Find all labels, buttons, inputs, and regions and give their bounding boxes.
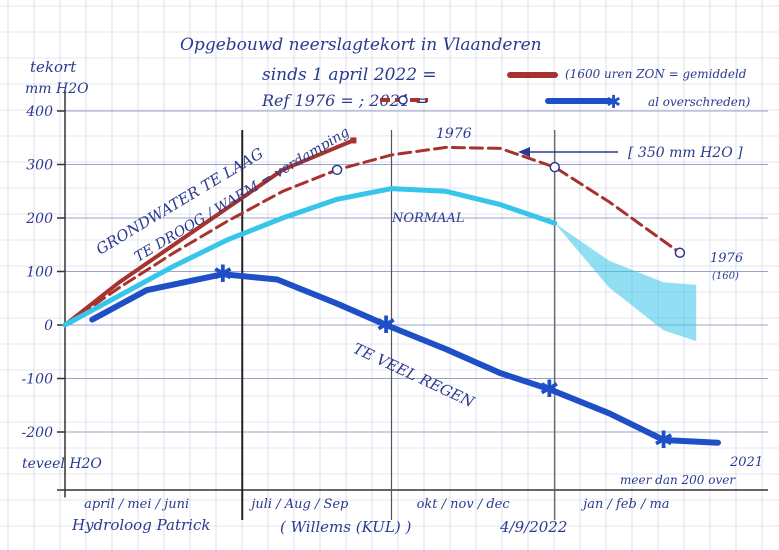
marker-1976-circle	[331, 164, 343, 176]
chart-labels: -200 -100 0 100 200 300 400 april / mei / juni j…	[22, 104, 670, 512]
legend-1976-marker	[398, 95, 408, 105]
label-meer-dan: meer dan 200 over	[620, 473, 736, 487]
y-tick-label: 0	[44, 318, 53, 334]
y-tick-label: 200	[25, 211, 53, 227]
author-line-2: ( Willems (KUL) )	[280, 518, 411, 536]
marker-2021-star: ✱	[539, 375, 559, 403]
marker-2022-end	[350, 137, 357, 144]
axes	[57, 90, 768, 520]
date-label: 4/9/2022	[499, 518, 567, 536]
label-1976-end-sub: (160)	[712, 271, 739, 282]
label-teveel: teveel H2O	[22, 456, 102, 472]
chart-subtitle: sinds 1 april 2022 =	[262, 65, 437, 85]
arrow-350-label: [ 350 mm H2O ]	[628, 145, 743, 161]
y-tick-label: 400	[25, 104, 53, 120]
y-tick-label: 100	[26, 265, 53, 281]
label-1976-top: 1976	[436, 126, 472, 142]
author-line-1: Hydroloog Patrick	[71, 516, 210, 534]
legend-ref-text: Ref 1976 = ; 2021 =	[261, 91, 429, 110]
normaal-spread-band	[554, 223, 697, 342]
series-line-2022	[63, 138, 356, 327]
legend-2021-star: ✱	[606, 92, 621, 113]
y-tick-label: -100	[22, 372, 54, 388]
series-markers: ✱ ✱ ✱ ✱	[213, 137, 686, 454]
marker-1976-circle	[549, 161, 560, 173]
marker-2021-star: ✱	[213, 260, 233, 288]
normaal-band-area	[554, 223, 697, 342]
note-1600-uren: (1600 uren ZON = gemiddeld	[565, 67, 747, 81]
y-axis-label-1: tekort	[30, 58, 77, 76]
x-tick-label: okt / nov / dec	[417, 497, 511, 512]
arrow-350-head	[518, 147, 530, 157]
note-overschreden: al overschreden)	[648, 95, 751, 109]
marker-1976-circle	[674, 247, 686, 259]
x-tick-label: jan / feb / ma	[580, 497, 669, 512]
label-normaal: NORMAAL	[391, 211, 465, 226]
series-line-2021	[89, 271, 721, 446]
series-line-1976	[63, 145, 682, 327]
series-line-normaal	[62, 186, 558, 328]
label-2021-end: 2021	[729, 455, 763, 470]
series-lines	[62, 138, 721, 446]
marker-2021-star: ✱	[376, 311, 396, 339]
y-tick-label: 300	[26, 158, 53, 174]
chart-title: Opgebouwd neerslagtekort in Vlaanderen	[180, 35, 542, 55]
label-1976-end: 1976	[710, 251, 743, 266]
x-tick-label: april / mei / juni	[84, 497, 189, 512]
label-te-veel-regen: TE VEEL REGEN	[350, 339, 478, 411]
x-tick-label: juli / Aug / Sep	[248, 497, 349, 512]
marker-2021-star: ✱	[654, 426, 674, 454]
y-tick-label: -200	[22, 425, 54, 441]
y-axis-label-2: mm H2O	[25, 81, 89, 97]
